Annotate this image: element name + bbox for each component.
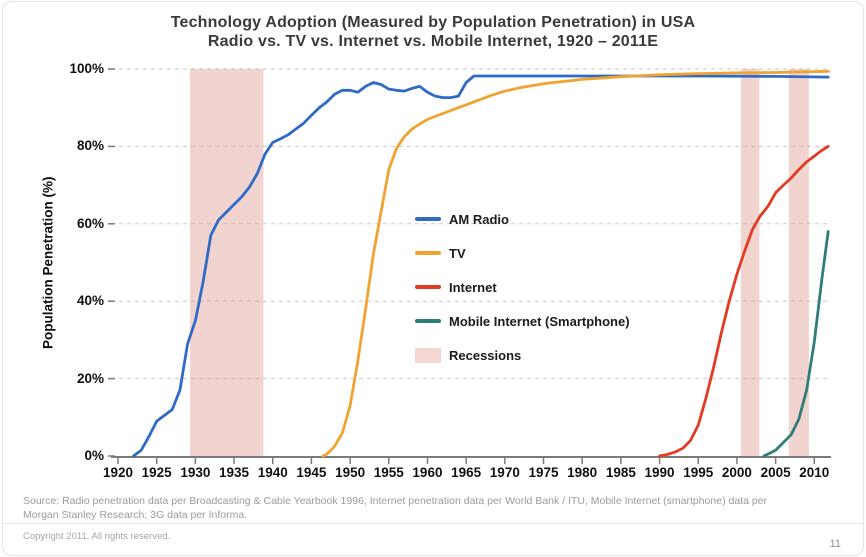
x-tick-label: 1930 [180,465,211,480]
chart-title: Technology Adoption (Measured by Populat… [3,13,863,51]
y-tick-label: 80% [76,138,104,154]
chart-legend: AM Radio TV Internet Mobile Internet (Smart… [415,202,630,372]
source-note: Source: Radio penetration data per Broad… [23,495,833,522]
y-tick-label: 20% [76,370,104,386]
legend-label: AM Radio [449,211,509,227]
copyright-note: Copyright 2011. All rights reserved. [23,531,171,542]
legend-label: Internet [449,279,497,295]
x-tick-label: 2000 [721,465,752,480]
x-tick-label: 1980 [567,465,598,480]
page-number: 11 [829,538,841,550]
x-tick-label: 1950 [335,465,366,480]
x-tick-label: 1965 [451,465,482,480]
x-tick-label: 1940 [257,465,288,480]
legend-item-internet: Internet [415,270,630,304]
legend-line-swatch [415,251,441,255]
source-note-line1: Source: Radio penetration data per Broad… [23,495,768,507]
legend-label: Recessions [449,347,522,363]
x-tick-label: 1995 [683,465,714,480]
recession-band [788,69,809,456]
chart-title-line1: Technology Adoption (Measured by Populat… [170,14,696,31]
y-tick-label: 0% [84,448,104,463]
x-tick-label: 1920 [102,465,134,480]
legend-label: Mobile Internet (Smartphone) [449,313,630,329]
x-tick-label: 1970 [489,465,520,480]
x-tick-label: 2010 [799,465,830,480]
x-tick-label: 1960 [412,465,443,480]
x-tick-label: 1990 [644,465,675,480]
x-tick-label: 1985 [605,465,636,480]
recession-band [189,69,264,456]
y-tick-label: 60% [76,215,104,231]
x-tick-label: 1925 [141,465,172,480]
y-tick-label: 100% [69,61,104,76]
legend-line-swatch [415,319,441,323]
x-tick-label: 1945 [296,465,327,480]
legend-item-tv: TV [415,236,630,270]
x-tick-label: 1975 [528,465,559,480]
legend-line-swatch [415,217,441,221]
footer-divider [3,523,863,524]
legend-box-swatch [415,347,441,363]
legend-item-recessions: Recessions [415,338,630,372]
chart-title-line2: Radio vs. TV vs. Internet vs. Mobile Int… [207,33,659,50]
source-note-line2: Morgan Stanley Research; 3G data per Inf… [23,508,248,521]
legend-item-am-radio: AM Radio [415,202,630,236]
x-tick-label: 1935 [219,465,250,480]
y-axis-title: Population Penetration (%) [40,176,56,349]
recession-band [740,69,760,456]
series-line-mobile-internet-smartphone [762,230,830,458]
x-tick-label: 2005 [760,465,791,480]
x-tick-label: 1955 [373,465,404,480]
series-line-internet [658,144,830,458]
legend-label: TV [449,245,466,261]
legend-item-mobile-internet-smartphone: Mobile Internet (Smartphone) [415,304,630,338]
y-tick-label: 40% [76,293,104,309]
legend-line-swatch [415,285,441,289]
